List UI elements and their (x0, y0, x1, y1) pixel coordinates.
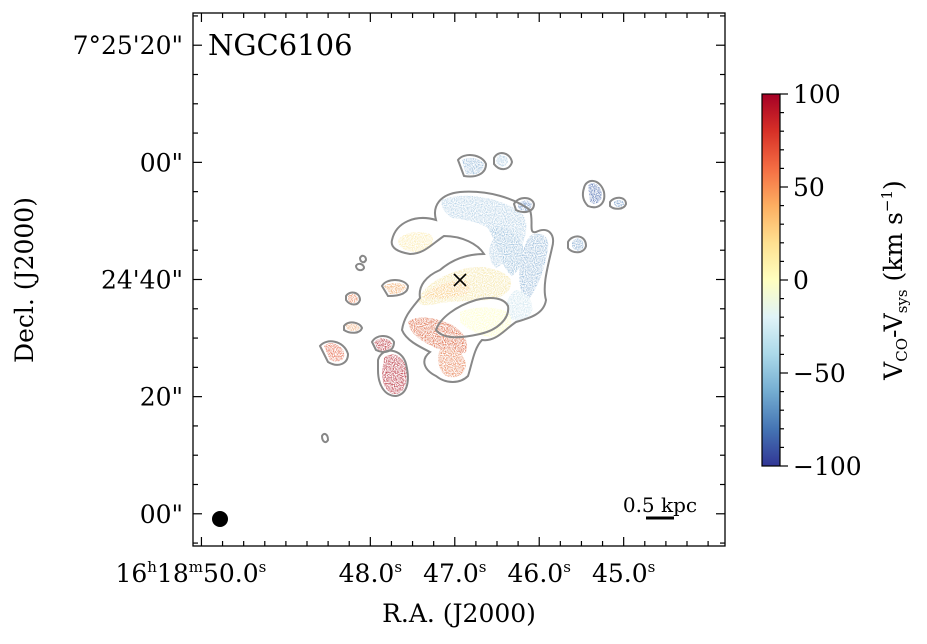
contour-far-south (320, 432, 330, 444)
central-bar-east (460, 307, 512, 338)
southern-arm-tail (438, 348, 466, 378)
contour-south-east-tiny (345, 291, 362, 306)
y-tick-label: 20" (140, 383, 183, 412)
y-tick-label: 24'40" (101, 266, 183, 295)
west-far-emission (614, 199, 624, 207)
x-tick-label-part: m (189, 558, 203, 576)
contour-west-far (609, 196, 628, 210)
contour-north-tip2 (493, 152, 514, 170)
map-panel: 0.5 kpc NGC6106 (192, 12, 726, 547)
contour-west-small (512, 197, 536, 213)
west-arm-lower (506, 290, 533, 321)
south-east-tiny2 (346, 323, 360, 331)
contour-mid-left (380, 279, 410, 298)
scale-bar-label: 0.5 kpc (623, 493, 697, 517)
y-tick-label: 00" (140, 500, 183, 529)
colorbar-tick-label: 50 (793, 173, 825, 202)
y-axis-label: Decl. (J2000) (10, 197, 39, 363)
x-tick-label-part: 50.0 (203, 559, 259, 588)
x-tick-label-unit: s (563, 558, 571, 576)
x-tick-label: 45.0s (592, 558, 655, 588)
colorbar-label-unit: (km s (879, 212, 908, 289)
contour-south-east-tiny2 (343, 321, 364, 334)
x-tick-label-part: h (147, 558, 157, 576)
x-tick-label-value: 48.0 (339, 559, 395, 588)
mid-left-emission (384, 283, 406, 294)
x-tick-label-value: 46.0 (508, 559, 564, 588)
colorbar: 100 50 0 −50 −100 VCO-Vsys (km s−1) (761, 80, 911, 481)
x-tick-label-unit: s (479, 558, 487, 576)
contour-south-east (318, 340, 350, 366)
x-tick-labels: 16h18m50.0s 48.0s 47.0s 46.0s 45.0s (115, 558, 655, 588)
left-arm-emission (398, 232, 434, 252)
north-tip2-emission (496, 154, 508, 167)
colorbar-label: VCO-Vsys (km s−1) (878, 180, 911, 381)
x-tick-label: 47.0s (423, 558, 486, 588)
northern-arm-blue (488, 226, 525, 276)
contour-tiny-north (358, 254, 368, 264)
center-marker (453, 273, 467, 287)
contour-inner-hole (434, 297, 510, 339)
x-tick-label-unit: s (394, 558, 402, 576)
y-tick-marks (193, 15, 725, 544)
colorbar-label-main: V (879, 361, 908, 381)
x-tick-label-part: 18 (157, 559, 189, 588)
contour-east-small (370, 335, 396, 353)
x-tick-label: 16h18m50.0s (115, 558, 266, 588)
south-east-tiny (348, 293, 358, 303)
x-tick-label-value: 45.0 (592, 559, 648, 588)
colorbar-tick-label: −50 (793, 359, 846, 388)
x-tick-label-part: 16 (115, 559, 147, 588)
colorbar-tick-label: −100 (793, 452, 862, 481)
contours (318, 152, 628, 444)
y-tick-labels: 7°25'20" 00" 24'40" 20" 00" (73, 31, 183, 529)
east-small-emission (374, 338, 392, 351)
beam-ellipse (212, 511, 228, 527)
chart-title: NGC6106 (208, 28, 353, 62)
colorbar-ticks: 100 50 0 −50 −100 (780, 80, 862, 481)
contour-west-clump (581, 180, 606, 209)
contour-tiny-mid (354, 262, 366, 272)
central-bar-core (424, 280, 471, 299)
north-tip-emission (462, 157, 484, 175)
y-tick-label: 7°25'20" (73, 31, 183, 60)
colorbar-tick-label: 0 (793, 266, 809, 295)
x-tick-label: 46.0s (508, 558, 571, 588)
west-arm-emission (519, 233, 549, 300)
x-tick-label-part: s (259, 558, 267, 576)
map-frame (192, 12, 726, 547)
colorbar-label-sub1: CO (893, 338, 911, 362)
southern-arm-emission (408, 317, 468, 355)
x-tick-label-value: 47.0 (423, 559, 479, 588)
contour-west-right (567, 235, 588, 254)
contour-north-tip (456, 154, 488, 178)
x-axis-label: R.A. (J2000) (382, 599, 536, 628)
colorbar-label-sub2: sys (893, 289, 911, 313)
south-east-small (324, 343, 345, 362)
colorbar-tick-label: 100 (793, 80, 841, 109)
x-tick-marks (200, 13, 709, 546)
colorbar-label-exp: −1 (878, 190, 896, 212)
west-clump-emission (588, 183, 602, 204)
y-tick-label: 00" (140, 148, 183, 177)
emission-map (324, 154, 624, 394)
colorbar-label-close: ) (879, 180, 908, 190)
colorbar-fill (762, 94, 780, 466)
x-tick-label: 48.0s (339, 558, 402, 588)
west-right-emission (572, 238, 584, 251)
colorbar-label-mid: -V (879, 312, 908, 338)
east-clump-emission (382, 354, 407, 394)
x-tick-label-unit: s (648, 558, 656, 576)
contour-east-clump (377, 349, 409, 398)
